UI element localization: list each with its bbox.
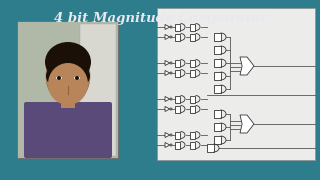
Polygon shape <box>240 57 254 75</box>
Ellipse shape <box>46 61 90 91</box>
Bar <box>190 33 196 40</box>
Bar <box>157 8 315 160</box>
Ellipse shape <box>74 76 81 80</box>
Bar <box>175 141 180 148</box>
Bar <box>17 21 119 159</box>
Ellipse shape <box>170 98 172 100</box>
Ellipse shape <box>55 76 62 80</box>
Polygon shape <box>165 107 170 111</box>
Bar <box>175 60 180 66</box>
Polygon shape <box>165 60 170 66</box>
Ellipse shape <box>48 63 88 105</box>
Bar <box>175 33 180 40</box>
Bar <box>214 59 220 67</box>
Bar <box>61 90 75 108</box>
Bar <box>190 141 196 148</box>
Bar <box>190 24 196 30</box>
Ellipse shape <box>46 48 90 104</box>
Bar <box>214 72 220 80</box>
Polygon shape <box>240 115 254 133</box>
Bar <box>214 33 220 41</box>
Bar <box>175 69 180 76</box>
Bar <box>190 105 196 112</box>
Bar <box>175 132 180 138</box>
Ellipse shape <box>55 76 62 80</box>
Bar <box>214 46 220 54</box>
Polygon shape <box>165 132 170 138</box>
Bar <box>80 24 116 156</box>
Ellipse shape <box>170 36 172 38</box>
Bar <box>190 132 196 138</box>
Ellipse shape <box>170 144 172 146</box>
Bar <box>175 24 180 30</box>
Bar <box>190 69 196 76</box>
Ellipse shape <box>57 76 61 80</box>
Ellipse shape <box>170 134 172 136</box>
Bar <box>214 136 220 144</box>
Polygon shape <box>165 96 170 102</box>
Ellipse shape <box>75 76 79 80</box>
Ellipse shape <box>170 62 172 64</box>
Ellipse shape <box>45 42 91 82</box>
Bar <box>190 60 196 66</box>
Bar <box>207 144 214 152</box>
Ellipse shape <box>170 108 172 110</box>
Ellipse shape <box>170 26 172 28</box>
Bar <box>175 96 180 102</box>
Bar <box>175 105 180 112</box>
Polygon shape <box>165 71 170 75</box>
Bar <box>190 96 196 102</box>
Bar <box>18 22 118 158</box>
Text: 4 bit Magnitude Comparator: 4 bit Magnitude Comparator <box>53 12 267 25</box>
Bar <box>214 123 220 131</box>
Polygon shape <box>165 143 170 147</box>
Bar <box>214 85 220 93</box>
Polygon shape <box>165 24 170 30</box>
FancyBboxPatch shape <box>24 102 112 158</box>
Polygon shape <box>165 35 170 39</box>
Ellipse shape <box>170 72 172 74</box>
Bar <box>214 110 220 118</box>
Ellipse shape <box>74 76 81 80</box>
